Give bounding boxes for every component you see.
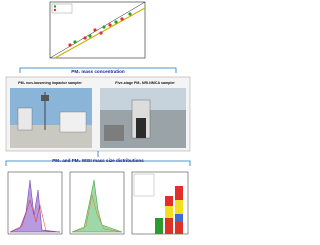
scatter-plot [49,1,146,59]
size-distribution-chart [69,171,125,235]
scatter-heading: PM₁ mass concentration [71,69,125,74]
size-distribution-chart [7,171,63,235]
stacked-bar-chart [131,171,189,235]
page: {"scatter_heading": "PM\u2081 mass conce… [5,1,191,235]
photo-caption: Five-stage PM₁ NRI-NMCA sampler [115,81,175,85]
photo-caption: PM₁ non-loosening impactor sampler [18,81,82,85]
graphical-abstract: PM₁ mass concentration PM₁ non-loosening… [5,1,191,235]
distribution-heading: PM₁ and PM₁ WSII mass size distributions [52,158,144,163]
photo [10,88,92,148]
photo [100,88,186,148]
